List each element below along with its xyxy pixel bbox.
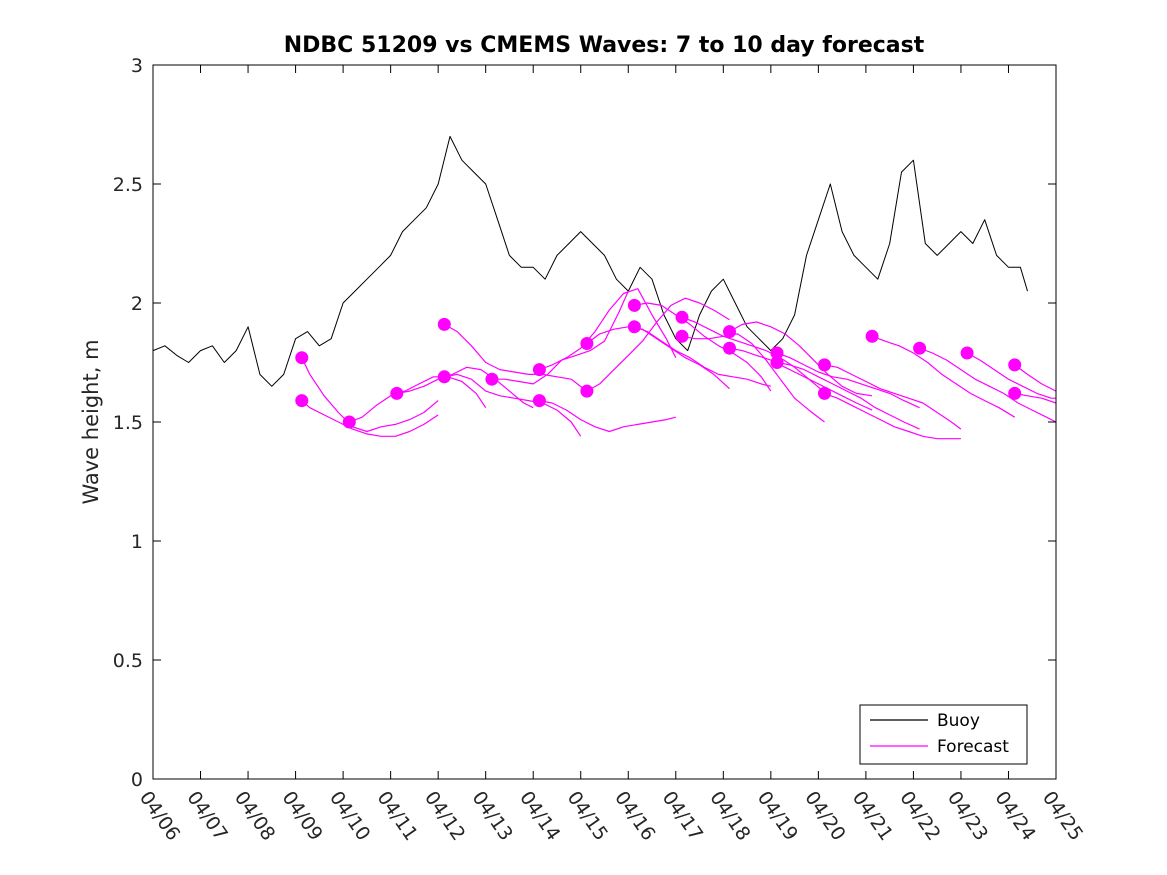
forecast-start-marker <box>342 415 356 429</box>
forecast-start-marker <box>532 394 546 408</box>
forecast-start-marker <box>485 372 499 386</box>
buoy-series-line <box>152 135 1028 387</box>
legend: Buoy Forecast <box>859 704 1028 765</box>
forecast-series-line <box>681 316 824 392</box>
y-tick-label: 1 <box>131 531 143 553</box>
forecast-series-line <box>919 347 1057 423</box>
forecast-series-line <box>824 392 961 440</box>
chart-title: NDBC 51209 vs CMEMS Waves: 7 to 10 day f… <box>284 33 925 58</box>
forecast-start-marker <box>960 346 974 360</box>
forecast-series-line <box>824 364 962 430</box>
forecast-start-marker <box>1008 358 1022 372</box>
forecast-start-marker <box>295 351 309 365</box>
y-axis-label: Wave height, m <box>79 339 103 504</box>
forecast-start-marker <box>675 310 689 324</box>
forecast-start-marker <box>437 370 451 384</box>
forecast-series-line <box>634 326 771 387</box>
forecast-series-line <box>871 335 1016 418</box>
forecast-series-line <box>444 323 588 392</box>
forecast-start-marker <box>1008 386 1022 400</box>
forecast-series-line <box>729 321 873 397</box>
axes-box <box>152 64 1057 780</box>
forecast-series-line <box>1014 392 1057 404</box>
forecast-start-marker <box>818 386 831 400</box>
forecast-start-marker <box>723 341 736 355</box>
legend-label-buoy: Buoy <box>937 711 980 731</box>
forecast-start-marker <box>865 329 879 343</box>
forecast-series-line <box>776 352 920 409</box>
forecast-series-line <box>586 297 730 392</box>
legend-label-forecast: Forecast <box>937 737 1009 757</box>
forecast-series-line <box>681 333 825 423</box>
forecast-series-line <box>729 347 873 411</box>
forecast-series-line <box>444 373 582 437</box>
forecast-series-line <box>349 376 487 423</box>
forecast-start-marker <box>437 317 451 331</box>
y-tick-label: 1.5 <box>113 412 143 434</box>
y-tick-label: 3 <box>131 55 143 77</box>
forecast-start-marker <box>627 320 641 334</box>
forecast-start-marker <box>818 358 831 372</box>
forecast-series-line <box>301 400 439 437</box>
y-tick-label: 2.5 <box>113 174 143 196</box>
forecast-start-marker <box>770 356 784 369</box>
forecast-series-line <box>1014 364 1057 392</box>
plot-area <box>152 135 1057 440</box>
forecast-series-line <box>539 400 676 433</box>
forecast-start-marker <box>913 341 927 355</box>
y-tick-label: 0.5 <box>113 650 143 672</box>
forecast-series-line <box>776 361 920 430</box>
forecast-series-line <box>301 357 439 433</box>
forecast-start-marker <box>295 394 309 408</box>
forecast-start-marker <box>723 325 736 339</box>
forecast-start-marker <box>580 337 594 350</box>
forecast-start-marker <box>770 346 784 360</box>
forecast-series-line <box>586 326 730 390</box>
y-tick-label: 0 <box>131 769 143 791</box>
forecast-start-marker <box>627 298 641 312</box>
forecast-series-line <box>634 302 772 392</box>
forecast-start-marker <box>390 386 404 400</box>
y-tick-label: 2 <box>131 293 143 315</box>
forecast-start-marker <box>580 384 594 398</box>
forecast-start-marker <box>675 329 689 343</box>
forecast-start-marker <box>532 363 546 377</box>
forecast-series-line <box>966 352 1056 399</box>
legend-box <box>859 704 1028 765</box>
forecast-series-line <box>396 366 534 409</box>
